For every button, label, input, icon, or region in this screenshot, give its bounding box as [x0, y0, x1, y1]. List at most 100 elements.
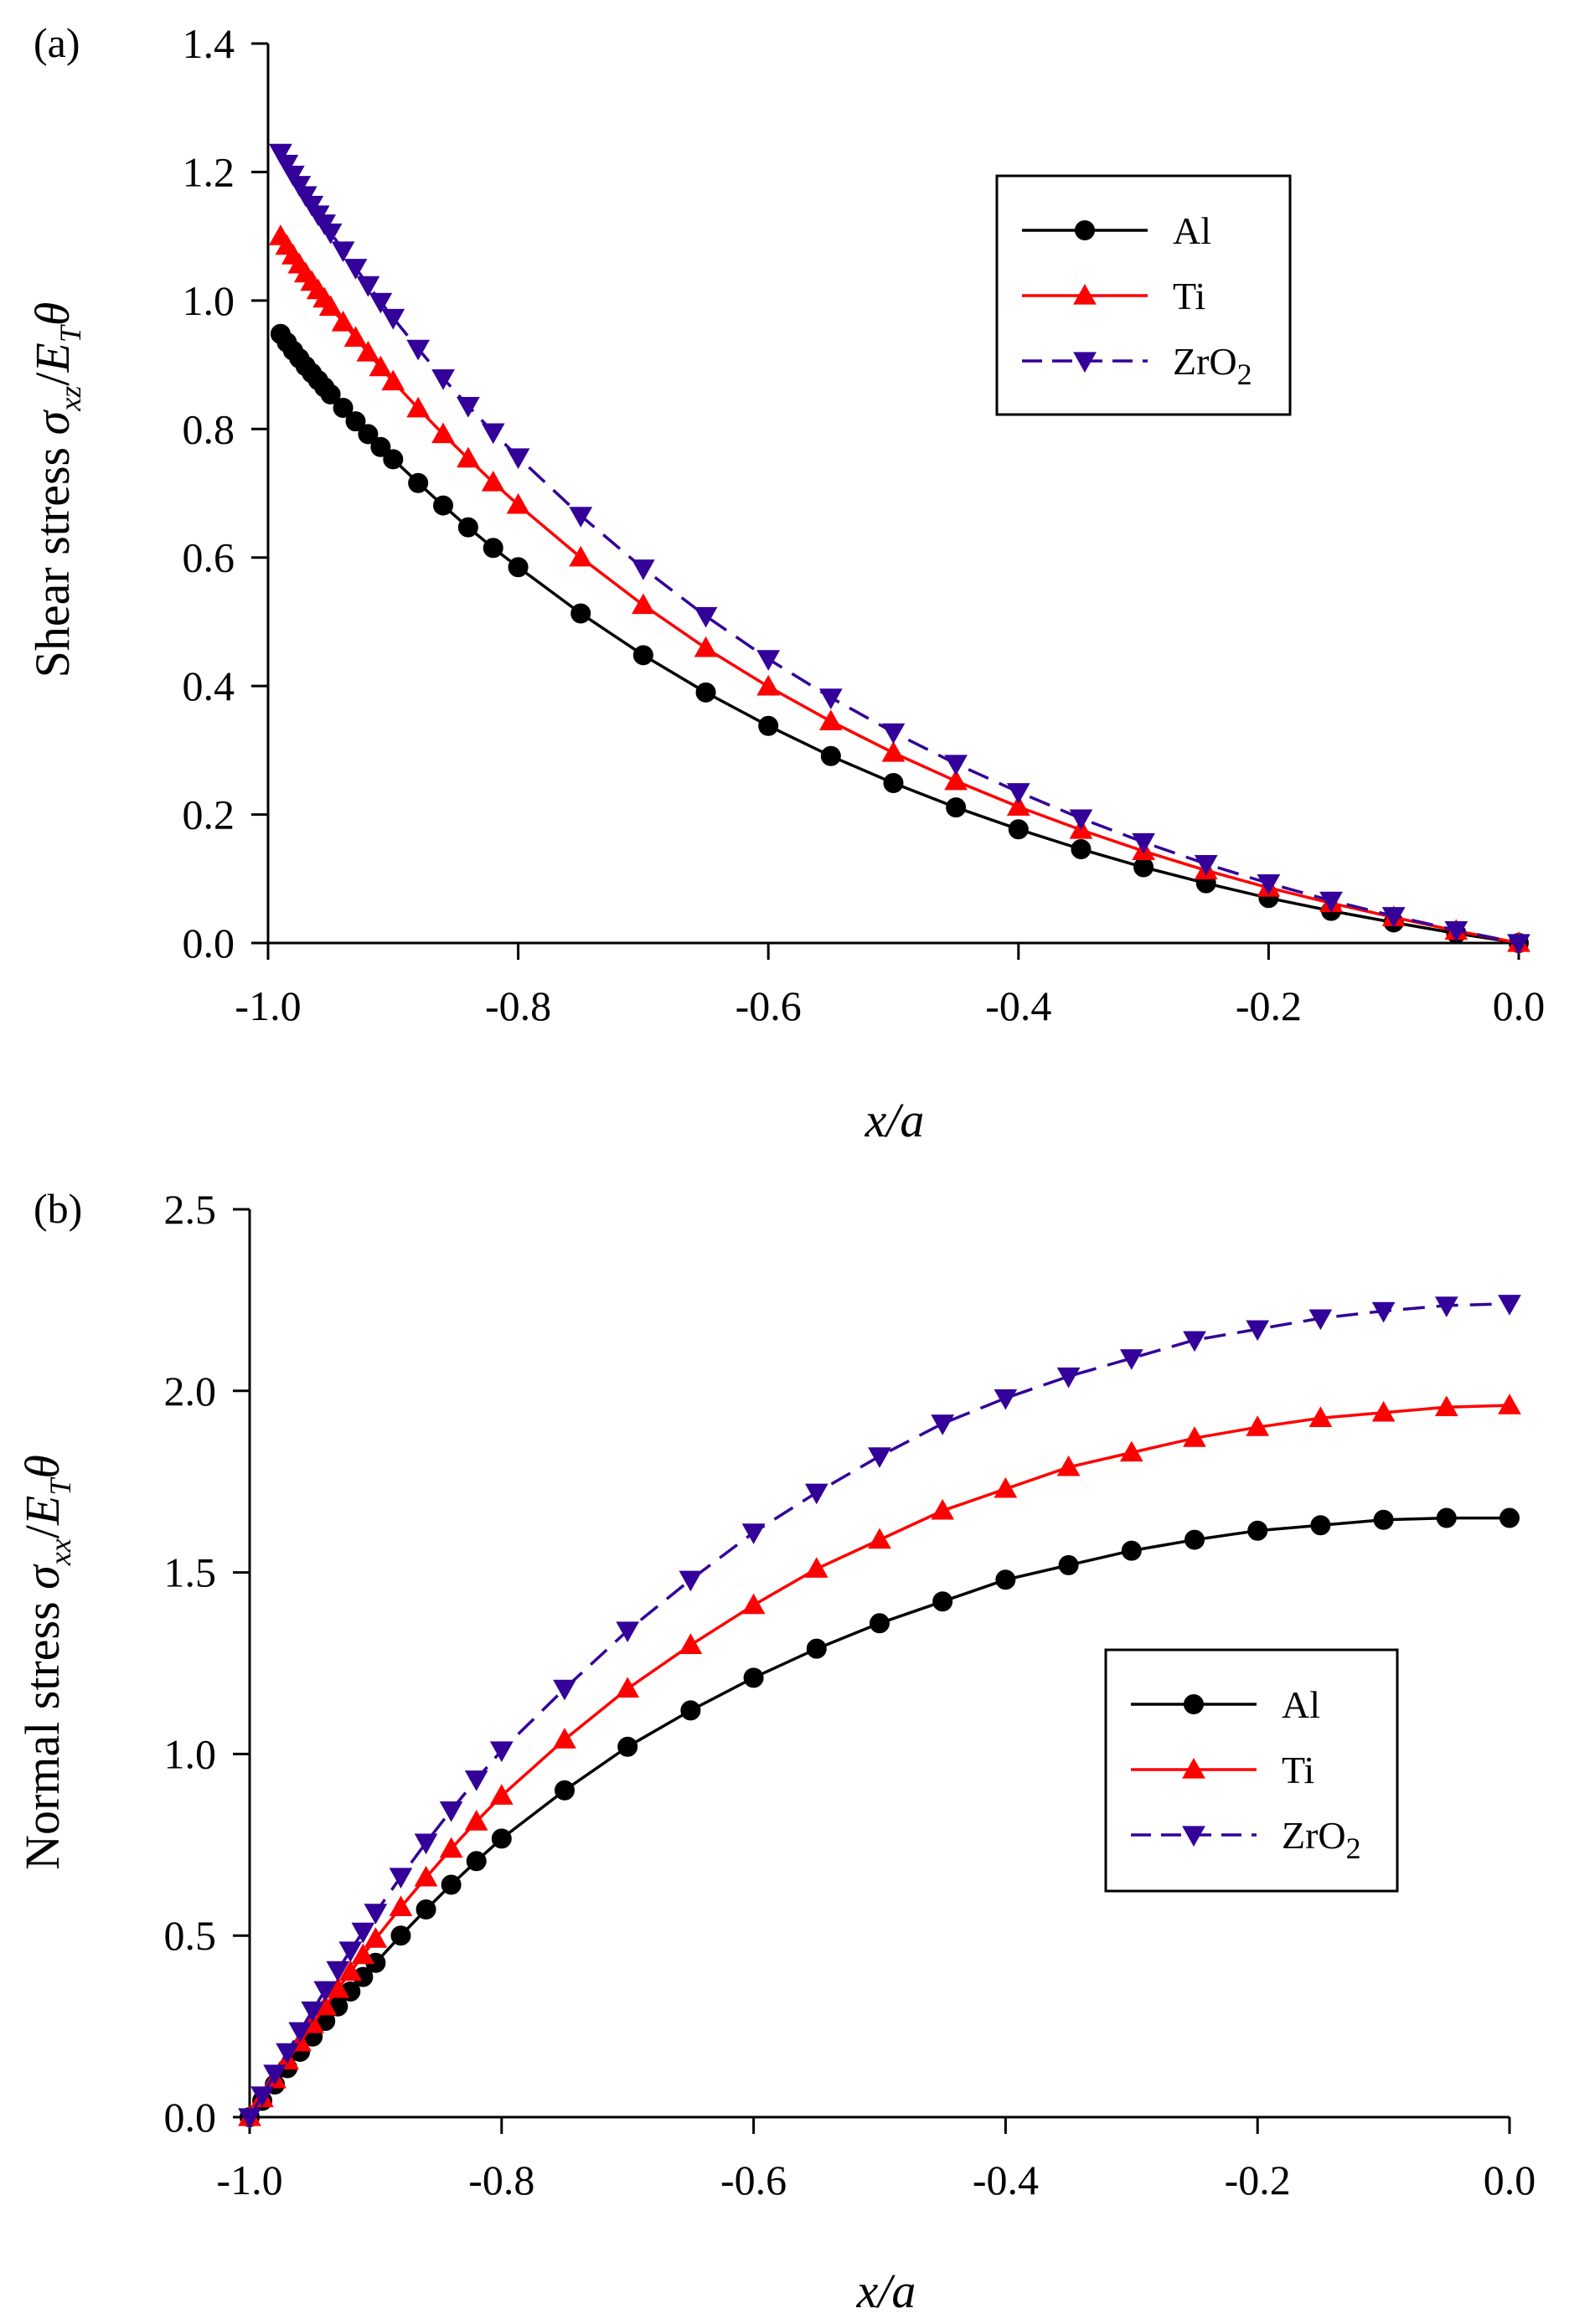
panel-a-data-point-al: [383, 449, 404, 470]
panel-a-data-point-ti: [1006, 795, 1030, 817]
panel-b-x-tick-label: -0.4: [973, 2157, 1039, 2203]
panel-a-ylabel-sigma: σ: [25, 409, 80, 435]
panel-b-data-point-al: [995, 1569, 1016, 1590]
panel-b-normal-stress: (b) Normal stress σxx/ETθ x/a -1.0 -0.8 -0…: [15, 1185, 1535, 2318]
panel-b-data-point-zro2: [616, 1621, 640, 1642]
panel-a-data-point-al: [345, 411, 366, 432]
panel-b-data-point-ti: [338, 1960, 363, 1981]
panel-b-x-axis-title: x/a: [856, 2264, 916, 2318]
panel-a-data-point-zro2: [269, 143, 292, 165]
panel-b-data-point-ti: [489, 1784, 514, 1805]
panel-a-ylabel-prefix: Shear stress: [25, 435, 80, 678]
panel-a-data-point-zro2: [1507, 934, 1530, 956]
panel-a-data-point-ti: [356, 340, 380, 362]
panel-a-y-tick-label: 0.2: [183, 791, 235, 838]
panel-b-data-point-ti: [1246, 1415, 1270, 1436]
panel-b-data-point-ti: [464, 1810, 488, 1831]
panel-a-x-tick-label: 0.0: [1493, 982, 1546, 1029]
panel-b-data-point-zro2: [804, 1483, 828, 1505]
panel-b-data-point-al: [743, 1667, 764, 1688]
panel-b-data-point-al: [555, 1780, 575, 1801]
panel-a-series-line-ti: [279, 235, 1520, 945]
panel-a-data-point-zro2: [818, 688, 843, 709]
panel-b-plot: -1.0 -0.8 -0.6 -0.4 -0.2 0.0 0.0 0.5 1.0 1.5 2.0 2.…: [164, 1186, 1536, 2203]
panel-b-legend-marker-al: [1184, 1694, 1204, 1714]
panel-b-data-point-zro2: [389, 1868, 413, 1889]
panel-b-y-tick-label: 2.0: [164, 1368, 217, 1414]
panel-b-data-point-zro2: [931, 1414, 955, 1435]
panel-b-data-point-zro2: [1119, 1349, 1143, 1370]
panel-a-legend-label-al: Al: [1173, 209, 1211, 252]
panel-a-ylabel-sigma-sub: xz: [54, 386, 87, 412]
panel-b-data-point-zro2: [338, 1941, 363, 1962]
panel-b-data-point-zro2: [439, 1801, 463, 1822]
panel-b-data-point-ti: [1308, 1406, 1333, 1427]
panel-b-data-point-al: [491, 1828, 512, 1849]
panel-a-data-point-zro2: [287, 176, 312, 197]
panel-a-legend: Al Ti ZrO2: [995, 174, 1292, 416]
panel-a-x-tick-label: -0.2: [1236, 982, 1302, 1029]
panel-b-data-point-ti: [553, 1728, 576, 1749]
panel-b-data-point-zro2: [263, 2064, 286, 2085]
panel-a-data-point-ti: [818, 709, 843, 730]
panel-a-data-point-al: [570, 603, 591, 624]
panel-b-ylabel-E-sub: T: [44, 1476, 77, 1496]
panel-a-data-point-al: [632, 645, 653, 666]
panel-a-data-point-al: [883, 772, 904, 793]
panel-b-ylabel-E: E: [15, 1496, 70, 1526]
panel-b-data-point-zro2: [238, 2108, 261, 2130]
panel-a-data-point-zro2: [457, 397, 480, 418]
panel-a-data-point-al: [946, 797, 967, 818]
panel-b-data-point-ti: [1498, 1394, 1521, 1414]
panel-b-data-point-al: [1247, 1520, 1268, 1541]
panel-b-data-point-zro2: [679, 1570, 703, 1592]
panel-b-legend-label-main: ZrO: [1282, 1814, 1346, 1857]
panel-b-x-tick-label: -0.8: [468, 2157, 534, 2203]
panel-b-data-point-ti: [364, 1927, 388, 1948]
panel-a-data-point-zro2: [1194, 855, 1218, 876]
panel-a-data-point-al: [457, 517, 478, 538]
panel-a-data-point-zro2: [481, 423, 505, 445]
panel-a-data-point-al: [408, 472, 429, 493]
panel-a-data-point-zro2: [506, 448, 530, 470]
panel-b-data-point-zro2: [553, 1679, 576, 1701]
panel-b-data-point-zro2: [1434, 1296, 1458, 1317]
panel-a-data-point-al: [695, 682, 716, 703]
panel-b-data-point-al: [680, 1700, 701, 1721]
panel-a-data-point-ti: [569, 545, 593, 567]
panel-b-data-point-al: [1310, 1515, 1331, 1536]
panel-b-data-point-ti: [994, 1476, 1018, 1498]
panel-b-x-tick-label: -1.0: [216, 2157, 282, 2203]
panel-a-data-point-al: [358, 424, 379, 445]
panel-b-ylabel-prefix: Normal stress: [15, 1590, 70, 1870]
panel-a-series-ti: [269, 224, 1530, 952]
panel-a-data-point-ti: [369, 355, 393, 377]
panel-a-data-point-ti: [481, 470, 505, 492]
panel-b-data-point-zro2: [1498, 1295, 1521, 1316]
panel-a-data-point-zro2: [1444, 921, 1468, 942]
panel-b-data-point-ti: [351, 1943, 375, 1965]
panel-a-x-tick-label: -0.6: [735, 982, 802, 1029]
panel-b-data-point-ti: [1183, 1426, 1206, 1447]
panel-b-data-point-al: [870, 1613, 890, 1634]
panel-b-data-point-ti: [741, 1593, 766, 1615]
panel-a-data-point-al: [433, 495, 454, 516]
panel-a-data-point-ti: [331, 310, 355, 332]
panel-b-y-tick-label: 1.0: [164, 1730, 217, 1777]
panel-b-y-tick-label: 2.5: [164, 1186, 217, 1233]
panel-a-y-axis-title: Shear stress σxz/ETθ: [25, 302, 87, 678]
panel-b-data-point-ti: [389, 1895, 413, 1917]
panel-a-series-line-zro2: [279, 152, 1520, 945]
panel-a-data-point-ti: [944, 769, 968, 791]
panel-a-data-point-zro2: [343, 259, 368, 280]
panel-b-data-point-zro2: [994, 1389, 1018, 1410]
panel-a-data-point-zro2: [1069, 809, 1093, 831]
panel-a-data-point-ti: [318, 295, 343, 317]
panel-a-data-point-zro2: [1257, 874, 1281, 895]
panel-b-data-point-ti: [931, 1498, 955, 1520]
panel-a-data-point-al: [758, 715, 779, 736]
panel-b-data-point-zro2: [464, 1770, 488, 1791]
panel-a-data-point-zro2: [369, 292, 393, 314]
panel-b-series-line-zro2: [248, 1301, 1510, 2118]
panel-a-data-point-ti: [406, 396, 431, 418]
